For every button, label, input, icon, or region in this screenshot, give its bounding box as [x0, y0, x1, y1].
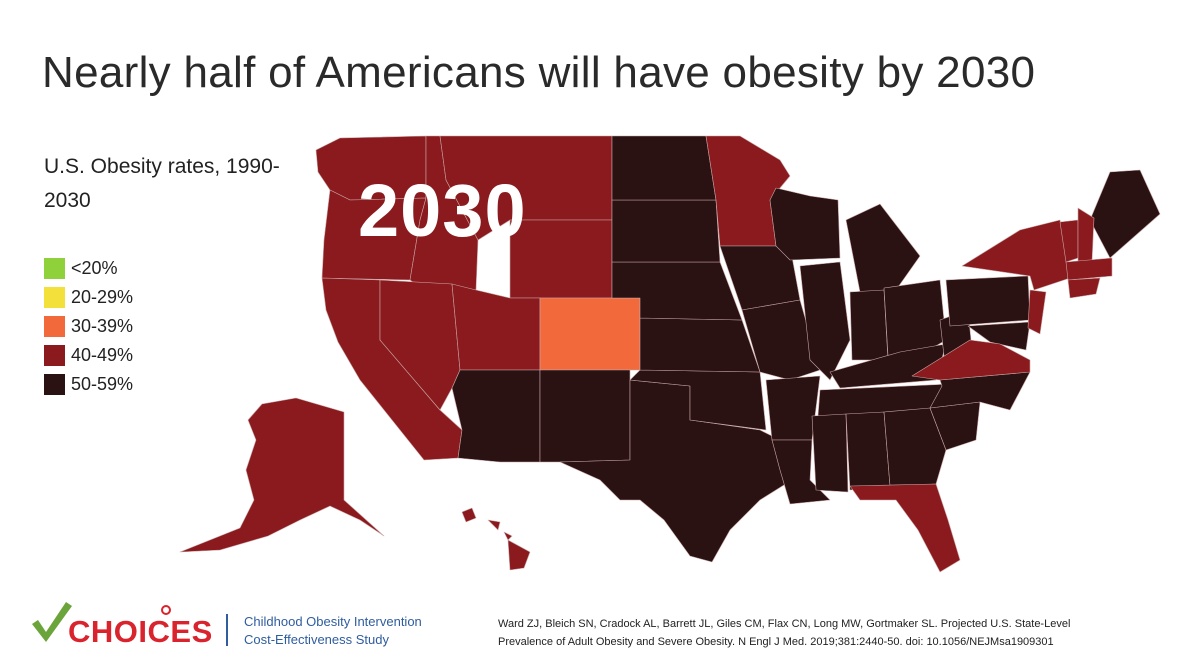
state-hawaii	[461, 507, 531, 571]
state-georgia	[883, 407, 947, 487]
state-alaska	[179, 397, 385, 553]
org-name-line-2: Cost-Effectiveness Study	[244, 632, 389, 647]
state-new-jersey	[1027, 289, 1047, 335]
state-colorado	[539, 297, 641, 371]
state-missouri	[741, 299, 821, 381]
state-mississippi	[811, 413, 849, 493]
citation-line-2: Prevalence of Adult Obesity and Severe O…	[498, 636, 1054, 648]
state-louisiana	[771, 439, 831, 505]
legend-swatch-40-49	[44, 345, 65, 366]
state-michigan	[845, 203, 921, 293]
legend-label: 50-59%	[71, 374, 134, 394]
state-maine	[1089, 169, 1161, 259]
state-connecticut	[1067, 277, 1101, 299]
state-arizona	[451, 369, 541, 463]
state-indiana	[849, 289, 889, 361]
state-pennsylvania	[945, 275, 1031, 327]
org-name-line-1: Childhood Obesity Intervention	[244, 614, 422, 629]
legend-label: 40-49%	[71, 345, 134, 365]
legend-item: 30-39%	[44, 312, 133, 341]
legend-swatch-50-59	[44, 374, 65, 395]
legend-item: <20%	[44, 254, 133, 283]
state-florida	[849, 483, 961, 573]
state-wisconsin	[769, 187, 841, 261]
legend-label: <20%	[71, 258, 118, 278]
map-subtitle: U.S. Obesity rates, 1990-2030	[44, 155, 280, 212]
citation-line-1: Ward ZJ, Bleich SN, Cradock AL, Barrett …	[498, 618, 1071, 630]
legend-swatch-20-29	[44, 287, 65, 308]
map-year-label: 2030	[358, 169, 527, 252]
state-illinois	[799, 261, 851, 381]
state-arkansas	[765, 375, 821, 441]
choices-check-icon	[32, 602, 171, 642]
footer-divider	[226, 614, 228, 646]
legend-label: 20-29%	[71, 287, 134, 307]
state-alabama	[845, 411, 891, 491]
state-massachusetts	[1065, 257, 1113, 281]
state-virginia	[911, 339, 1031, 381]
state-kansas	[639, 317, 761, 373]
page-title: Nearly half of Americans will have obesi…	[42, 48, 1036, 97]
legend-item: 40-49%	[44, 341, 133, 370]
state-north-dakota	[611, 135, 717, 201]
legend-item: 20-29%	[44, 283, 133, 312]
choices-logo-text: CHOICES	[68, 614, 213, 649]
state-texas	[559, 379, 793, 563]
legend-label: 30-39%	[71, 316, 134, 336]
legend-swatch-30-39	[44, 316, 65, 337]
state-new-mexico	[539, 369, 631, 463]
legend-swatch-lt20	[44, 258, 65, 279]
legend-item: 50-59%	[44, 370, 133, 399]
state-maryland	[967, 321, 1031, 351]
state-south-dakota	[611, 199, 721, 263]
legend: <20% 20-29% 30-39% 40-49% 50-59%	[44, 254, 133, 399]
